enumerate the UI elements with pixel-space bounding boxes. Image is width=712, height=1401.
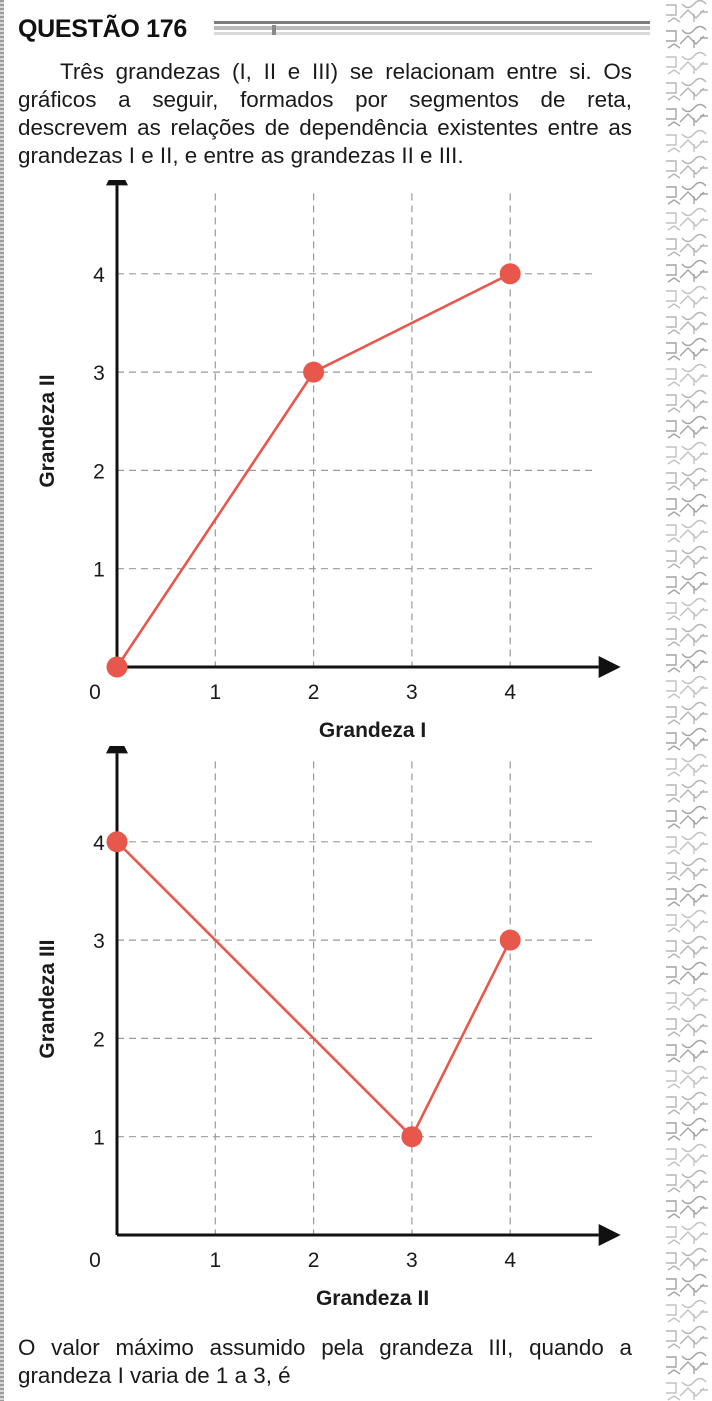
- x-axis-arrow-icon: [598, 1224, 621, 1246]
- data-point: [106, 831, 128, 853]
- data-point: [303, 361, 325, 383]
- page-left-border: [0, 0, 4, 1401]
- x-tick-label: 4: [504, 681, 516, 704]
- data-point: [499, 929, 521, 951]
- y-tick-label: 3: [93, 930, 105, 953]
- y-axis-title: Grandeza II: [36, 374, 59, 487]
- x-tick-label: 3: [406, 681, 418, 704]
- chart-1-grid: [117, 193, 593, 667]
- y-tick-label: 1: [93, 1127, 105, 1150]
- decorative-pattern: [666, 0, 708, 1401]
- question-title: QUESTÃO 176: [18, 15, 187, 43]
- data-point: [106, 656, 128, 678]
- x-tick-label: 0: [89, 1249, 101, 1272]
- x-tick-label: 4: [504, 1249, 516, 1272]
- question-intro-text: Três grandezas (I, II e III) se relacion…: [18, 59, 632, 168]
- y-tick-label: 4: [93, 264, 105, 287]
- decorative-side-strip: [662, 0, 712, 1401]
- chart-2-grid: [117, 761, 593, 1235]
- x-tick-label: 3: [406, 1249, 418, 1272]
- y-axis-arrow-icon: [106, 163, 128, 186]
- chart-2-svg: 0 1 2 3 4 1 2 3 4 Grandeza II Grandeza III: [36, 731, 621, 1310]
- x-axis-title: Grandeza II: [316, 1287, 429, 1310]
- y-axis-arrow-icon: [106, 731, 128, 754]
- y-tick-label: 4: [93, 832, 105, 855]
- chart-grandeza-ii-vs-iii: 0 1 2 3 4 1 2 3 4 Grandeza II Grandeza III: [0, 731, 640, 1331]
- x-axis-title: Grandeza I: [319, 719, 426, 742]
- chart-1-svg: 0 1 2 3 4 1 2 3 4 Grandeza I Grandeza II: [36, 163, 621, 742]
- question-header: QUESTÃO 176: [18, 14, 650, 44]
- y-tick-label: 3: [93, 362, 105, 385]
- y-tick-label: 2: [93, 1028, 105, 1051]
- y-tick-label: 2: [93, 460, 105, 483]
- header-decorative-bar: [214, 21, 650, 35]
- x-tick-label: 1: [209, 681, 221, 704]
- chart-grandeza-i-vs-ii: 0 1 2 3 4 1 2 3 4 Grandeza I Grandeza II: [0, 163, 640, 751]
- x-tick-label: 1: [209, 1249, 221, 1272]
- x-axis-arrow-icon: [598, 656, 621, 678]
- y-tick-label: 1: [93, 559, 105, 582]
- data-point: [401, 1126, 423, 1148]
- x-tick-label: 0: [89, 681, 101, 704]
- question-prompt-text: O valor máximo assumido pela grandeza II…: [18, 1335, 632, 1388]
- data-point: [499, 263, 521, 285]
- y-axis-title: Grandeza III: [36, 940, 59, 1059]
- x-tick-label: 2: [308, 1249, 320, 1272]
- x-tick-label: 2: [308, 681, 320, 704]
